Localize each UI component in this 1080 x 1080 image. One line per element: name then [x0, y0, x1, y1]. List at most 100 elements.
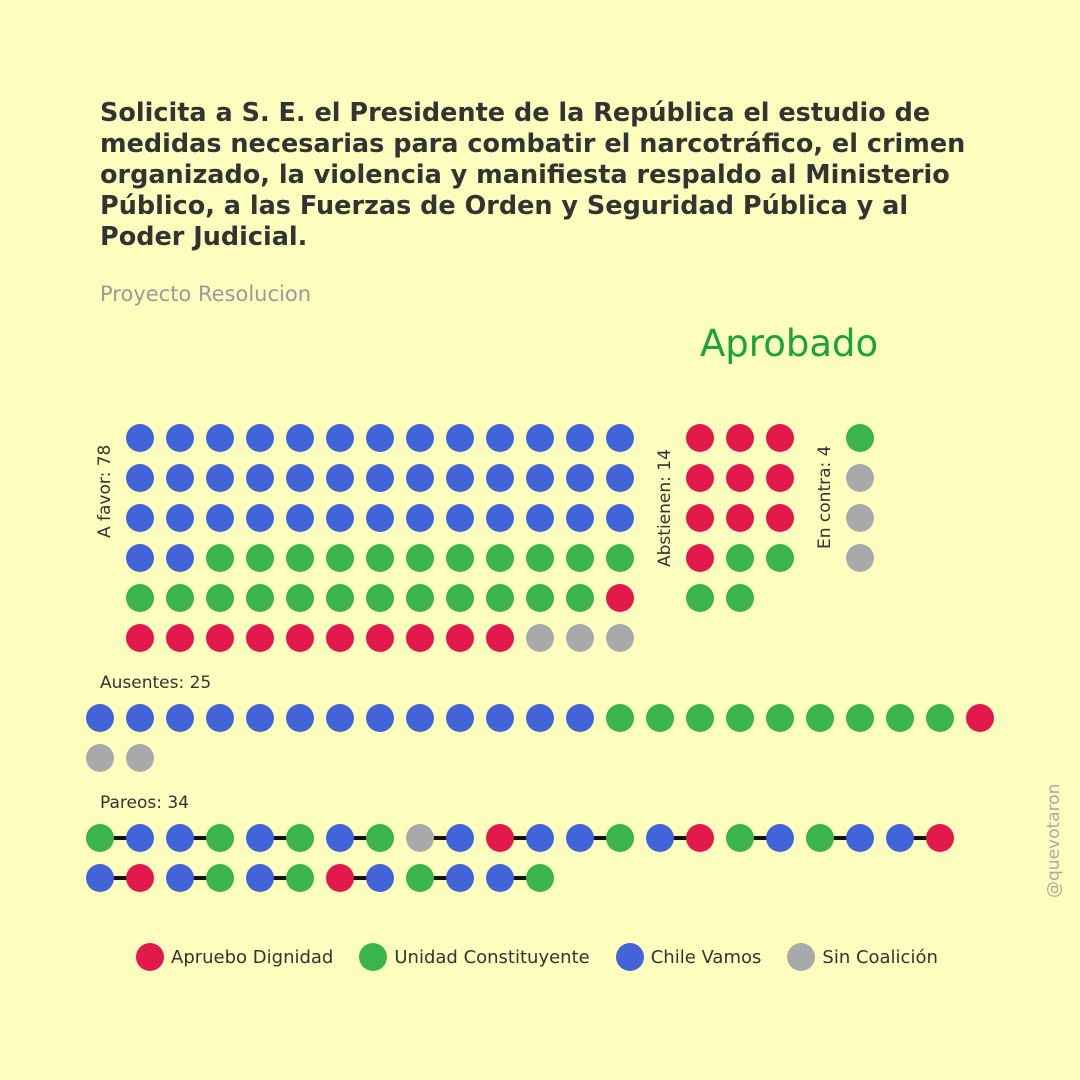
vote-dot-pareos [846, 824, 874, 852]
vote-dot-ausentes [846, 704, 874, 732]
vote-dot-favor [606, 624, 634, 652]
vote-dot-favor [406, 624, 434, 652]
vote-dot-favor [286, 544, 314, 572]
vote-dot-ausentes [406, 704, 434, 732]
vote-dot-pareos [766, 824, 794, 852]
vote-dot-ausentes [966, 704, 994, 732]
vote-dot-ausentes [566, 704, 594, 732]
vote-dot-abstienen [726, 504, 754, 532]
vote-dot-favor [286, 464, 314, 492]
vote-dot-ausentes [646, 704, 674, 732]
vote-dot-favor [206, 424, 234, 452]
pair-connector [660, 836, 700, 840]
vote-dot-favor [446, 504, 474, 532]
vote-dot-favor [526, 424, 554, 452]
vote-dot-favor [446, 584, 474, 612]
vote-dot-favor [206, 464, 234, 492]
vote-dot-favor [246, 504, 274, 532]
legend-dot-unidad-constituyente [359, 943, 388, 971]
vote-dot-favor [366, 544, 394, 572]
vote-dot-favor [406, 544, 434, 572]
vote-dot-ausentes [246, 704, 274, 732]
vote-dot-favor [406, 424, 434, 452]
pair-connector [180, 836, 220, 840]
vote-dot-ausentes [806, 704, 834, 732]
vote-dot-favor [406, 504, 434, 532]
vote-dot-favor [166, 424, 194, 452]
vote-dot-pareos [286, 824, 314, 852]
vote-dot-favor [166, 624, 194, 652]
pair-connector [100, 836, 140, 840]
vote-dot-favor [606, 584, 634, 612]
vote-dot-favor [326, 624, 354, 652]
legend-item-sin-coalicion: Sin Coalición [787, 943, 938, 971]
vote-dot-ausentes [926, 704, 954, 732]
vote-dot-abstienen [726, 424, 754, 452]
vote-dot-pareos [246, 864, 274, 892]
vote-dot-ausentes [86, 704, 114, 732]
vote-dot-ausentes [206, 704, 234, 732]
vote-dot-contra [846, 464, 874, 492]
vote-dot-favor [126, 464, 154, 492]
vote-dot-abstienen [686, 424, 714, 452]
vote-dot-favor [486, 464, 514, 492]
vote-dot-favor [126, 504, 154, 532]
vote-dot-favor [206, 544, 234, 572]
vote-dot-favor [246, 544, 274, 572]
legend-dot-chile-vamos [615, 943, 644, 971]
pair-connector [820, 836, 860, 840]
vote-dot-pareos [86, 824, 114, 852]
vote-dot-pareos [526, 864, 554, 892]
vote-dot-pareos [606, 824, 634, 852]
vote-dot-contra [846, 504, 874, 532]
pair-connector [100, 876, 140, 880]
vote-dot-ausentes [126, 744, 154, 772]
vote-dot-pareos [166, 824, 194, 852]
vote-dot-pareos [246, 824, 274, 852]
vote-dot-pareos [446, 864, 474, 892]
vote-dot-favor [566, 544, 594, 572]
vote-dot-favor [246, 464, 274, 492]
vote-dot-favor [606, 424, 634, 452]
vote-dot-favor [166, 544, 194, 572]
vote-dot-pareos [166, 864, 194, 892]
pair-connector [260, 876, 300, 880]
vote-dot-ausentes [446, 704, 474, 732]
vote-dot-ausentes [726, 704, 754, 732]
vote-dot-pareos [726, 824, 754, 852]
vote-dot-favor [486, 504, 514, 532]
vote-dot-favor [486, 624, 514, 652]
vote-dot-favor [286, 624, 314, 652]
vote-dot-favor [206, 624, 234, 652]
pair-connector [340, 836, 380, 840]
vote-dot-ausentes [326, 704, 354, 732]
vote-dot-favor [126, 584, 154, 612]
vote-dot-pareos [406, 864, 434, 892]
pair-connector [260, 836, 300, 840]
vote-dot-favor [526, 624, 554, 652]
vote-dot-abstienen [766, 504, 794, 532]
vote-dot-abstienen [726, 464, 754, 492]
vote-dot-favor [566, 584, 594, 612]
vote-dot-ausentes [286, 704, 314, 732]
vote-dot-abstienen [686, 464, 714, 492]
vote-dot-pareos [406, 824, 434, 852]
vote-dot-favor [446, 544, 474, 572]
pair-connector [900, 836, 940, 840]
vote-dot-favor [526, 584, 554, 612]
vote-dot-abstienen [686, 544, 714, 572]
vote-dot-favor [126, 624, 154, 652]
vote-dot-favor [366, 584, 394, 612]
vote-dot-favor [366, 504, 394, 532]
legend-label-chile-vamos: Chile Vamos [650, 946, 762, 968]
vote-dot-favor [326, 504, 354, 532]
vote-dot-ausentes [486, 704, 514, 732]
group-label-ausentes: Ausentes: 25 [100, 673, 212, 693]
vote-dot-favor [486, 584, 514, 612]
group-label-pareos: Pareos: 34 [100, 793, 190, 813]
group-label-favor: A favor: 78 [95, 444, 115, 538]
vote-dot-favor [126, 544, 154, 572]
pair-connector [500, 836, 540, 840]
pair-connector [420, 836, 460, 840]
vote-dot-favor [326, 424, 354, 452]
